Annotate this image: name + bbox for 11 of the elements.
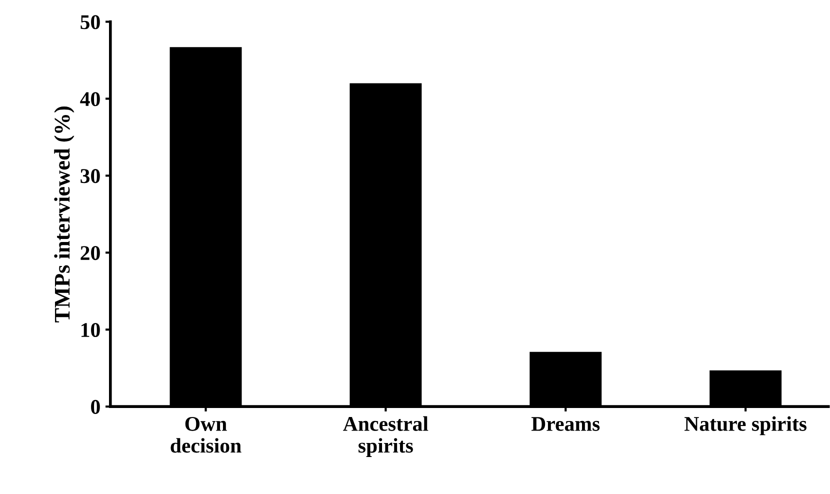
x-tick-label: Ancestral spirits bbox=[343, 416, 428, 457]
y-tick-label: 50 bbox=[80, 15, 100, 30]
y-tick-label: 40 bbox=[80, 92, 100, 106]
x-tick-label: Own decision bbox=[170, 416, 242, 453]
x-tick-label: Nature spirits bbox=[684, 416, 806, 436]
y-tick-label: 30 bbox=[80, 169, 100, 184]
y-tick-label: 10 bbox=[82, 322, 100, 338]
x-tick-label: Dreams bbox=[531, 417, 600, 431]
y-tick-label: 20 bbox=[80, 246, 100, 260]
y-tick-label: 0 bbox=[91, 400, 100, 414]
y-axis-title: TMPs interviewed (%) bbox=[54, 106, 74, 322]
